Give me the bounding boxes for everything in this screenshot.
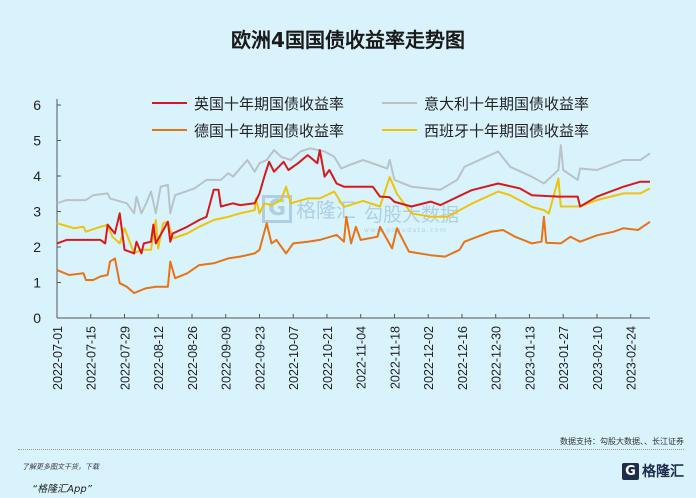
x-tick-label: 2023-01-13 bbox=[523, 326, 537, 390]
watermark-logo-icon: G bbox=[262, 194, 293, 223]
y-tick-label: 6 bbox=[33, 97, 41, 113]
source-note: 数据支持：勾股大数据、、长江证券 bbox=[560, 437, 684, 446]
y-tick-label: 0 bbox=[33, 310, 41, 326]
legend-label: 英国十年期国债收益率 bbox=[194, 95, 344, 113]
x-tick-label: 2022-07-29 bbox=[118, 326, 132, 390]
brand-logo: G 格隆汇 bbox=[622, 461, 684, 481]
x-tick-label: 2022-11-04 bbox=[355, 326, 369, 389]
y-tick-label: 2 bbox=[33, 239, 41, 255]
y-tick-label: 1 bbox=[33, 275, 41, 291]
y-tick-label: 5 bbox=[33, 133, 41, 149]
series-line-3 bbox=[56, 176, 651, 255]
y-tick-label: 3 bbox=[33, 204, 41, 220]
footer-divider bbox=[18, 449, 684, 450]
legend-label: 德国十年期国债收益率 bbox=[194, 122, 344, 140]
chart-title: 欧洲4国国债收益率走势图 bbox=[231, 28, 465, 52]
legend-label: 意大利十年期国债收益率 bbox=[424, 95, 589, 113]
x-tick-label: 2023-02-24 bbox=[625, 326, 639, 390]
x-tick-label: 2022-08-26 bbox=[186, 326, 200, 390]
logo-text: 格隆汇 bbox=[642, 464, 684, 480]
promo-text: 了解更多图文干货，下载 bbox=[22, 463, 99, 471]
series-line-1 bbox=[56, 144, 651, 215]
watermark-url: www.gogudata.com bbox=[364, 227, 448, 234]
legend-label: 西班牙十年期国债收益率 bbox=[424, 122, 589, 140]
x-tick-label: 2022-08-12 bbox=[152, 326, 166, 390]
watermark-data-brand: 勾股大数据 www.gogudata.com bbox=[364, 200, 459, 234]
x-tick-label: 2023-02-10 bbox=[591, 326, 605, 390]
x-tick-label: 2022-10-21 bbox=[321, 326, 335, 390]
logo-g-icon: G bbox=[622, 462, 639, 480]
watermark-brand-text: 勾股大数据 bbox=[364, 204, 460, 226]
y-tick-label: 4 bbox=[33, 168, 41, 184]
x-tick-label: 2022-07-01 bbox=[51, 326, 65, 390]
series-line-2 bbox=[56, 215, 651, 295]
promo-app-name: “格隆汇App” bbox=[32, 484, 92, 495]
x-tick-label: 2022-09-23 bbox=[253, 326, 267, 390]
x-tick-label: 2022-10-07 bbox=[287, 326, 301, 390]
x-tick-label: 2022-12-30 bbox=[490, 326, 504, 390]
x-tick-label: 2023-01-27 bbox=[557, 326, 571, 390]
x-tick-label: 2022-09-09 bbox=[220, 326, 234, 390]
x-tick-label: 2022-11-18 bbox=[388, 326, 402, 389]
x-tick-label: 2022-12-02 bbox=[422, 326, 436, 390]
x-tick-label: 2022-07-15 bbox=[85, 326, 99, 390]
series-line-0 bbox=[56, 149, 650, 255]
x-tick-label: 2022-12-16 bbox=[456, 326, 470, 390]
